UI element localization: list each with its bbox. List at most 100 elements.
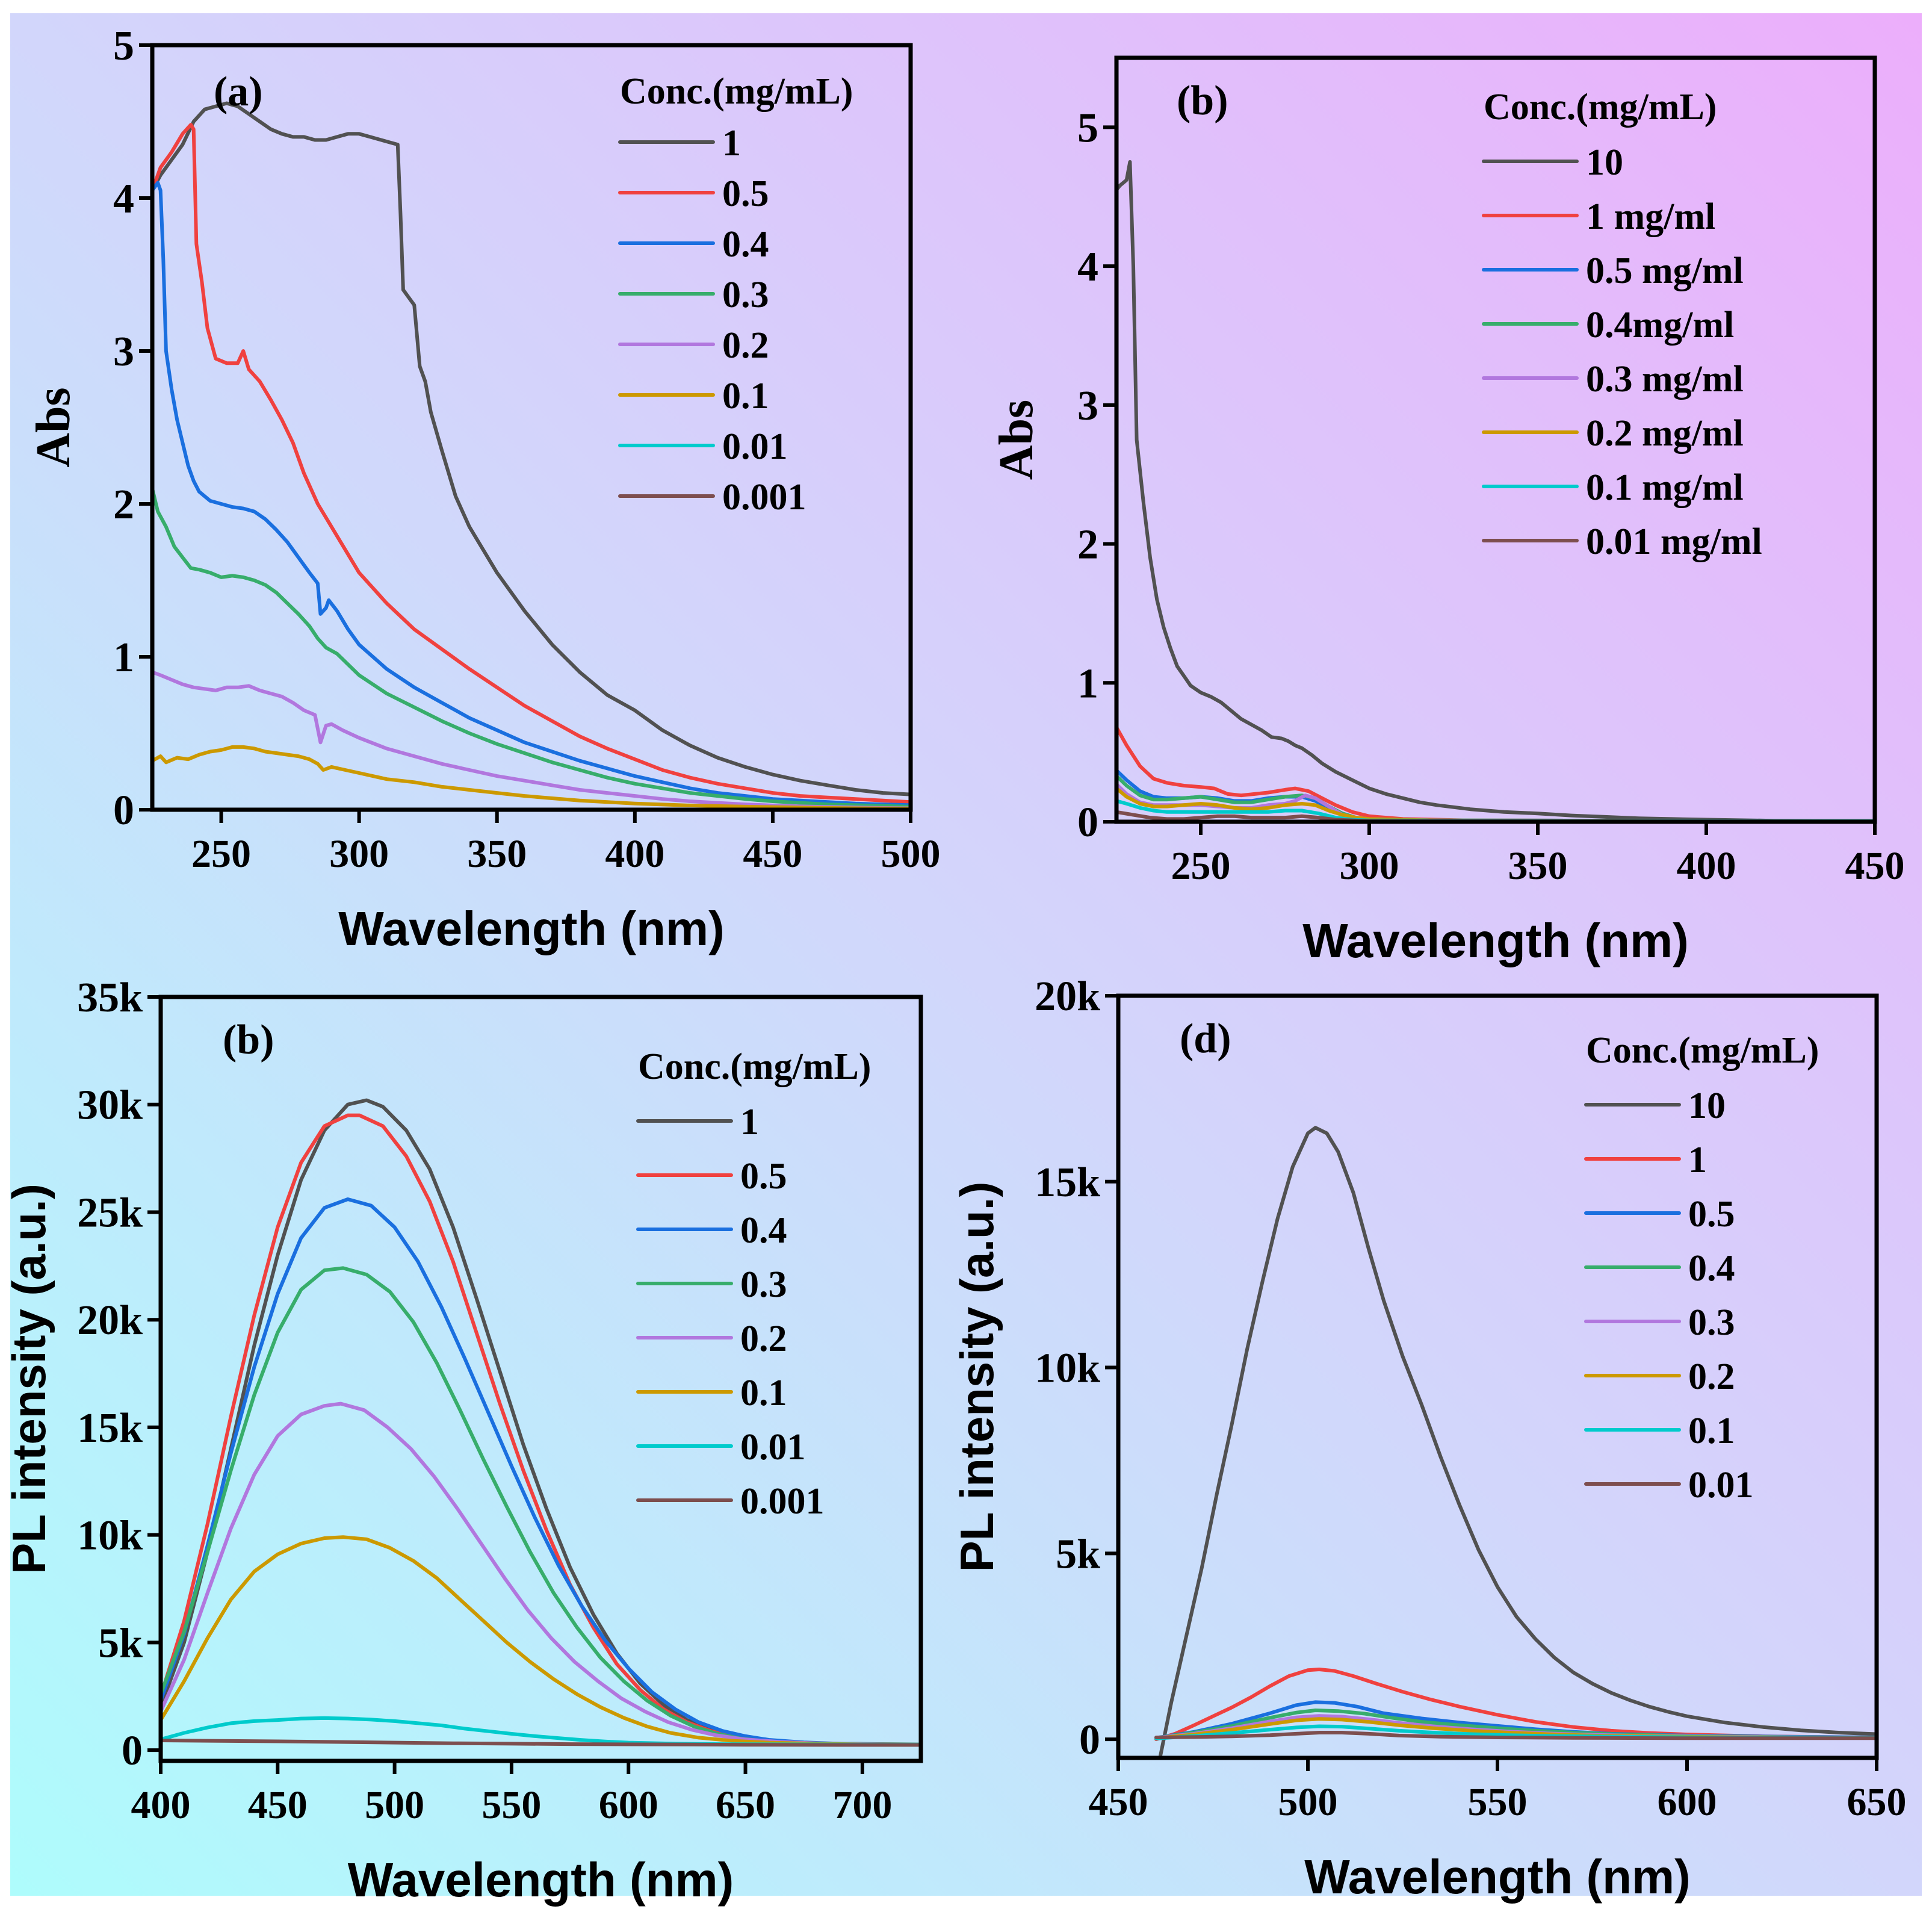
x-tick-label: 500 (881, 832, 941, 876)
x-tick-label: 600 (1658, 1780, 1717, 1824)
panel-b: 250 300 350 400 450 0 1 2 3 4 5 Wavelength (nm) Abs (… (990, 55, 1905, 967)
legend-title: Conc.(mg/mL) (1586, 1030, 1819, 1071)
x-tick-label: 500 (365, 1783, 424, 1827)
legend-title: Conc.(mg/mL) (620, 71, 853, 112)
x-tick-label: 700 (832, 1783, 892, 1827)
panel-label: (a) (214, 69, 263, 115)
legend-entry-label: 0.01 (740, 1427, 806, 1468)
y-tick-label: 20k (77, 1297, 143, 1344)
y-tick-label: 5k (1056, 1531, 1100, 1577)
y-tick-label: 35k (77, 975, 143, 1021)
series-line-b-1 (1116, 725, 1875, 822)
y-tick-label: 3 (113, 329, 134, 375)
panel-label: (b) (1177, 78, 1228, 124)
legend-entry-label: 0.5 mg/ml (1586, 250, 1744, 291)
y-tick-label: 10k (1035, 1346, 1100, 1392)
y-tick-label: 10k (77, 1513, 143, 1559)
series-line-b-5 (1116, 786, 1875, 822)
series-line-a-4 (152, 670, 911, 810)
y-tick-label: 0 (122, 1728, 143, 1774)
legend-title: Conc.(mg/mL) (1484, 87, 1717, 128)
x-tick-label: 250 (1171, 844, 1231, 888)
legend-entry-label: 0.1 (722, 376, 769, 417)
legend-entry-label: 0.2 (740, 1318, 787, 1359)
figure-background (10, 13, 1922, 1896)
legend-entry-label: 0.001 (740, 1481, 825, 1522)
legend-entry-label: 0.3 mg/ml (1586, 359, 1744, 400)
y-axis-title: Abs (27, 387, 80, 467)
series-line-a-0 (152, 101, 911, 796)
y-tick-label: 4 (1077, 244, 1098, 290)
legend-entry-label: 0.3 (722, 275, 769, 315)
panel-c: 400 450 500 550 600 650 700 0 5k 10k 15k 20k 25k 30k 3… (2, 975, 923, 1907)
x-tick-label: 550 (1468, 1780, 1528, 1824)
panel-a: 250 300 350 400 450 500 0 1 2 3 4 5 Wavelength (nm) A… (27, 23, 941, 955)
legend-entry-label: 10 (1688, 1085, 1726, 1126)
y-tick-label: 0 (1077, 799, 1098, 846)
legend-entry-label: 0.4mg/ml (1586, 305, 1734, 346)
y-tick-label: 15k (77, 1405, 143, 1451)
legend: Conc.(mg/mL) 10 1 0.5 0.4 0.3 0.2 0.1 0.01 (1584, 1030, 1819, 1506)
x-tick-label: 500 (1278, 1780, 1338, 1824)
legend-entry-label: 0.01 (722, 426, 788, 467)
legend-entry-label: 0.4 (1688, 1248, 1735, 1289)
y-tick-label: 5 (113, 23, 134, 69)
series-line-b-7 (1116, 810, 1875, 822)
legend-entry-label: 0.01 mg/ml (1586, 521, 1762, 562)
legend: Conc.(mg/mL) 1 0.5 0.4 0.3 0.2 0.1 0.01 0.001 (618, 71, 853, 518)
x-tick-label: 400 (1677, 844, 1736, 888)
y-tick-label: 0 (113, 787, 134, 834)
legend-entry-label: 0.2 mg/ml (1586, 413, 1744, 454)
legend: Conc.(mg/mL) 1 0.5 0.4 0.3 0.2 0.1 0.01 0.001 (636, 1046, 871, 1522)
series-group (152, 101, 911, 810)
x-axis-title: Wavelength (nm) (338, 902, 724, 955)
x-tick-label: 650 (716, 1783, 775, 1827)
legend-entry-label: 0.5 (722, 173, 769, 214)
y-axis-title: PL intensity (a.u.) (2, 1184, 55, 1574)
y-tick-label: 5 (1077, 105, 1098, 151)
y-tick-label: 30k (77, 1082, 143, 1129)
series-group (1154, 1126, 1877, 1758)
legend-entry-label: 0.3 (1688, 1302, 1735, 1343)
legend-entry-label: 0.1 mg/ml (1586, 467, 1744, 508)
x-axis-title: Wavelength (nm) (1304, 1850, 1690, 1904)
y-tick-label: 3 (1077, 383, 1098, 429)
series-line-a-1 (152, 123, 911, 804)
y-tick-label: 5k (98, 1620, 143, 1666)
legend-entry-label: 0.4 (740, 1210, 787, 1251)
series-line-c-7 (161, 1739, 921, 1747)
legend: Conc.(mg/mL) 10 1 mg/ml 0.5 mg/ml 0.4mg/ml 0.… (1482, 87, 1762, 562)
x-tick-label: 400 (131, 1783, 191, 1827)
legend-entry-label: 10 (1586, 142, 1623, 183)
legend-entry-label: 0.2 (722, 325, 769, 366)
x-tick-label: 300 (1340, 844, 1399, 888)
x-tick-label: 650 (1847, 1780, 1907, 1824)
x-tick-label: 300 (329, 832, 389, 876)
legend-entry-label: 0.001 (722, 477, 807, 518)
y-tick-label: 25k (77, 1190, 143, 1236)
y-tick-label: 20k (1035, 973, 1100, 1020)
x-tick-label: 450 (1845, 844, 1905, 888)
x-tick-label: 600 (599, 1783, 658, 1827)
panel-d: 450 500 550 600 650 0 5k 10k 15k 20k Wavelength (n… (950, 973, 1907, 1904)
series-line-a-5 (152, 745, 911, 810)
series-line-a-3 (152, 486, 911, 809)
series-line-c-2 (161, 1197, 921, 1746)
legend-entry-label: 0.1 (740, 1373, 787, 1414)
y-tick-label: 15k (1035, 1159, 1100, 1206)
legend-entry-label: 1 (1688, 1140, 1707, 1181)
x-tick-label: 350 (1508, 844, 1568, 888)
y-tick-label: 1 (1077, 660, 1098, 707)
y-tick-label: 2 (113, 482, 134, 528)
x-tick-label: 450 (248, 1783, 308, 1827)
panel-label: (d) (1180, 1016, 1231, 1062)
x-tick-label: 250 (191, 832, 251, 876)
y-tick-label: 4 (113, 176, 134, 222)
series-line-c-5 (161, 1535, 921, 1746)
series-line-a-2 (152, 181, 911, 807)
series-line-b-0 (1116, 160, 1875, 822)
x-axis-title: Wavelength (nm) (1302, 914, 1688, 967)
axis-frame (158, 995, 923, 1763)
